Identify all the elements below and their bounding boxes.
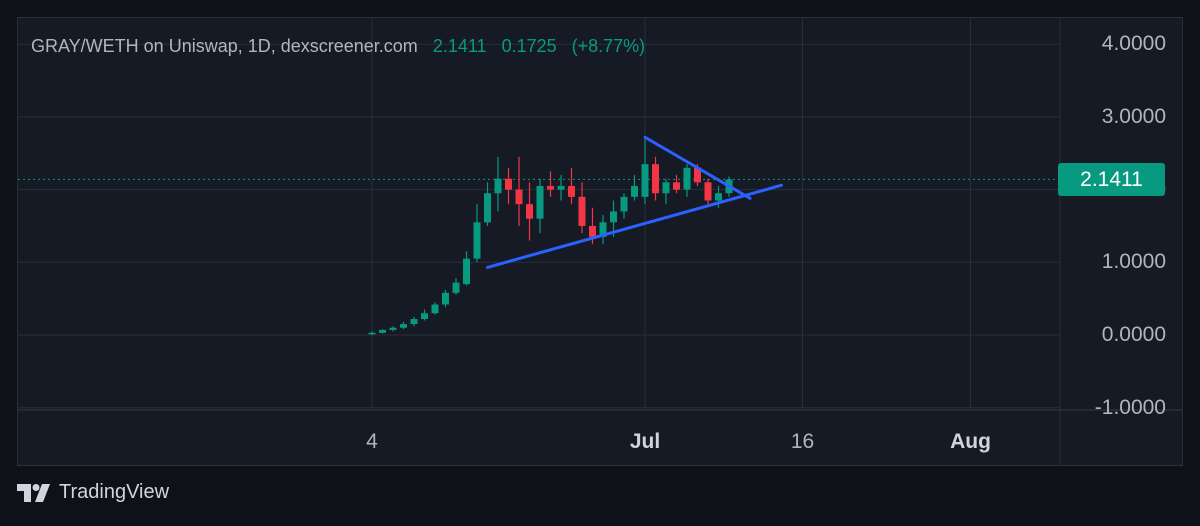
candles [368,138,733,335]
candle [526,182,533,241]
candle-body [568,185,575,197]
y-tick-label: 3.0000 [1101,104,1166,128]
candle-body [631,185,638,197]
candle [557,175,565,201]
candle-body [421,313,428,320]
trendline-upper [643,135,752,200]
candle-body [389,327,397,330]
y-tick-label: 1.0000 [1101,250,1166,274]
grid-lines [18,18,1182,465]
candle-body [578,196,586,226]
candle [631,175,638,201]
candle-body [547,185,554,190]
candle [431,302,439,315]
candle-body [494,178,502,194]
candle-body [442,292,449,305]
candle-body [673,182,680,190]
x-tick-label: 4 [366,430,378,453]
candle [410,316,418,327]
candle-body [473,222,481,259]
candle [389,326,397,332]
candle [463,251,470,286]
candle [400,321,407,330]
candle [704,178,712,205]
candle [494,156,502,212]
candle [662,178,670,205]
candle-body [715,193,722,201]
candle-body [410,319,418,325]
candle-body [463,258,470,285]
y-tick-label: 0.0000 [1101,323,1166,346]
footer: TradingView [17,481,169,504]
candle [578,182,586,234]
candle-body [557,185,565,190]
candle-body [452,282,460,293]
candle-body [589,225,596,237]
candle [379,329,386,334]
candle-body [694,167,701,183]
candle [620,193,628,219]
candle [652,156,659,201]
chart-frame [17,17,1183,466]
candle [536,178,544,234]
candle-body [620,196,628,212]
candle-body [641,164,649,197]
brand-name: TradingView [59,481,170,503]
x-tick-label: Aug [950,430,991,453]
candle-body [599,222,607,237]
candle [452,278,460,296]
trendlines [486,135,783,269]
candle [568,167,575,205]
candle [484,182,491,226]
candle-body [683,167,691,190]
y-tick-label: -1.0000 [1094,395,1166,419]
candle [547,171,554,197]
candle [641,138,649,205]
symbol-title: GRAY/WETH on Uniswap, 1D, dexscreener.co… [31,36,418,56]
candle-body [379,329,386,333]
candle [673,175,680,194]
candle [421,309,428,321]
last-price-badge: 2.1411 [1058,163,1165,196]
candle-body [536,185,544,219]
price-change: 0.1725 [501,36,557,56]
candle [368,331,376,335]
x-tick-label: Jul [629,430,661,453]
candle-body [704,182,712,201]
tradingview-logo-icon [17,483,50,502]
chart-header: GRAY/WETH on Uniswap, 1D, dexscreener.co… [31,36,645,57]
candle-body [505,178,512,190]
candle-body [526,204,533,219]
candle [599,215,607,245]
candle-body [662,182,670,194]
candle [442,289,449,308]
price-change-percent: (+8.77%) [571,36,646,56]
candle-body [431,304,439,314]
y-tick-label: 4.0000 [1101,32,1166,56]
candle-body [484,193,491,223]
candle [473,204,481,263]
candle-body [515,189,523,205]
trendline-lower [486,183,783,269]
candle [683,164,691,197]
candle-body [610,211,617,223]
x-tick-label: 16 [790,430,815,453]
candle [505,167,512,205]
candle-body [400,324,407,328]
candle-body [368,332,376,335]
candle-body [652,164,659,194]
last-price: 2.1411 [432,36,487,56]
candle [515,156,523,226]
